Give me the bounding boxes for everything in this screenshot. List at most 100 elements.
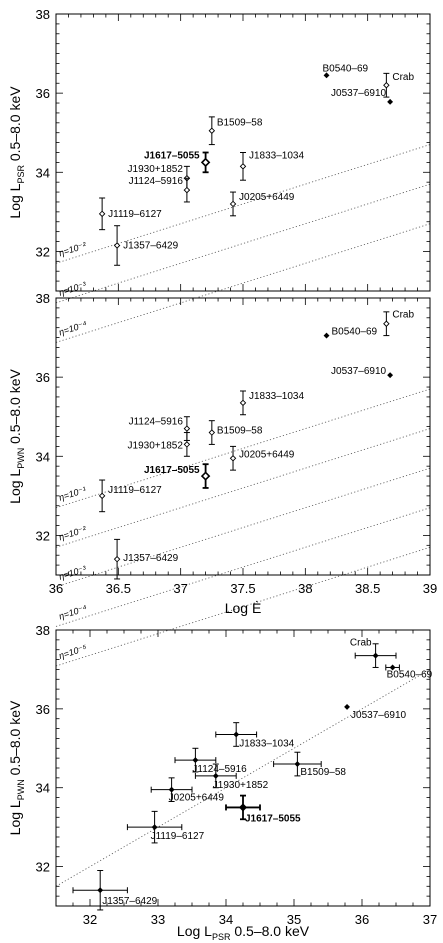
chart-panel-2: η=10⁻¹ η=10⁻² η=10⁻³ η=10⁻⁴ η=10⁻⁵ 32 34 36 38 36… [7,291,437,667]
point-label: Crab [392,310,414,321]
x-axis-label-sub: PSR [212,932,231,942]
point-label: J1833–1034 [249,150,304,161]
point-label: J1617–5055 [144,150,200,161]
point-marker [98,210,106,218]
eta-label: η=10⁻⁴ [58,319,89,337]
data-point: J1617–5055 [225,794,301,824]
chart-panel-1: η=10⁻² η=10⁻³ η=10⁻⁴ 32 34 36 38 Log LPSR 0.5–8… [7,7,431,343]
eta-label: η=10⁻² [58,240,89,258]
data-point: J0205+6449 [150,777,225,804]
point-marker [239,399,247,407]
point-label: J1930+1852 [213,780,269,791]
point-label: J1124–5916 [129,417,184,428]
point-marker [98,492,106,500]
data-point: Crab [383,310,414,337]
point-label: J1617–5055 [144,465,200,476]
point-marker [344,703,350,710]
point-marker [239,163,247,170]
y-axis-label-sub: PWN [16,779,26,800]
point-label: J1119–6127 [108,209,162,220]
data-point: J1357–6429 [72,870,158,911]
point-marker [387,98,394,105]
data-point: B0540–69 [323,63,369,79]
y-axis-label-main: Log L [7,183,23,218]
x-tick-label: 37 [423,912,437,927]
point-marker [229,455,237,462]
point-label: J0537–6910 [331,366,386,377]
eta-label: η=10⁻⁵ [58,643,89,661]
point-marker [387,372,394,379]
eta-line [55,388,431,509]
point-label: B0540–69 [332,327,378,338]
point-label: J1357–6429 [123,553,178,564]
point-label: J1357–6429 [102,896,157,907]
point-marker [113,555,121,563]
point-marker [208,429,216,436]
data-point: J1119–6127 [98,197,162,231]
data-point: J0205+6449 [229,445,295,471]
point-label: J0205+6449 [169,793,225,804]
point-label: J1357–6429 [123,240,178,251]
point-marker [372,652,379,659]
data-point: B0540–69 [385,664,433,680]
data-point: J0537–6910 [344,703,407,721]
data-point: J1124–5916 [129,176,191,203]
eta-line [55,428,431,548]
point-marker [113,242,121,249]
y-axis-label: Log LPWN 0.5–8.0 keV [7,369,26,504]
point-marker [383,320,390,327]
data-point: Crab [350,638,397,668]
point-marker [151,824,158,831]
point-marker [383,81,390,89]
y-axis-label-tail: 0.5–8.0 keV [7,369,23,448]
x-tick-label: 37 [173,581,187,596]
point-marker [323,72,330,79]
point-marker [294,761,301,767]
y-axis-label-tail: 0.5–8.0 keV [7,86,23,165]
point-marker [183,186,191,194]
y-axis-label-main: Log L [7,469,23,504]
data-point: J1119–6127 [98,479,162,513]
point-label: J1124–5916 [192,764,247,775]
point-label: B1509–58 [217,118,263,129]
point-label: J0205+6449 [239,192,295,203]
data-point: B0540–69 [323,327,378,339]
y-tick-label: 32 [36,244,50,259]
point-label: Crab [350,638,372,649]
eta-label: η=10⁻³ [58,564,89,582]
point-label: J1119–6127 [151,831,205,842]
point-marker [208,127,216,134]
data-point: B1509–58 [273,751,346,778]
point-marker [183,441,191,448]
point-marker [200,471,211,481]
y-tick-label: 36 [36,702,50,717]
point-label: J1833–1034 [239,738,294,749]
fit-line [55,669,431,887]
eta-line [55,467,431,588]
data-point: J1124–5916 [174,747,247,775]
x-tick-label: 39 [423,581,437,596]
point-marker [97,887,104,894]
x-tick-label: 36 [355,912,369,927]
y-axis-label-sub: PSR [16,165,26,184]
y-tick-label: 36 [36,370,50,385]
point-marker [192,757,199,764]
eta-line [55,507,431,627]
point-label: J1833–1034 [249,391,304,402]
data-point: J1357–6429 [113,538,179,580]
y-tick-label: 38 [36,7,50,22]
point-marker [238,803,248,812]
point-label: J1617–5055 [245,813,301,824]
data-point: J1930+1852 [128,432,191,457]
x-tick-label: 37.5 [230,581,255,596]
data-point: J1617–5055 [144,150,211,174]
point-label: B1509–58 [217,426,263,437]
x-axis-label-main: Log L [177,923,212,939]
point-label: J0537–6910 [331,88,386,99]
eta-label: η=10⁻³ [58,280,89,298]
point-label: B1509–58 [300,767,346,778]
data-point: J1833–1034 [239,390,304,416]
y-tick-label: 34 [36,165,50,180]
y-axis-label: Log LPWN 0.5–8.0 keV [7,700,26,835]
